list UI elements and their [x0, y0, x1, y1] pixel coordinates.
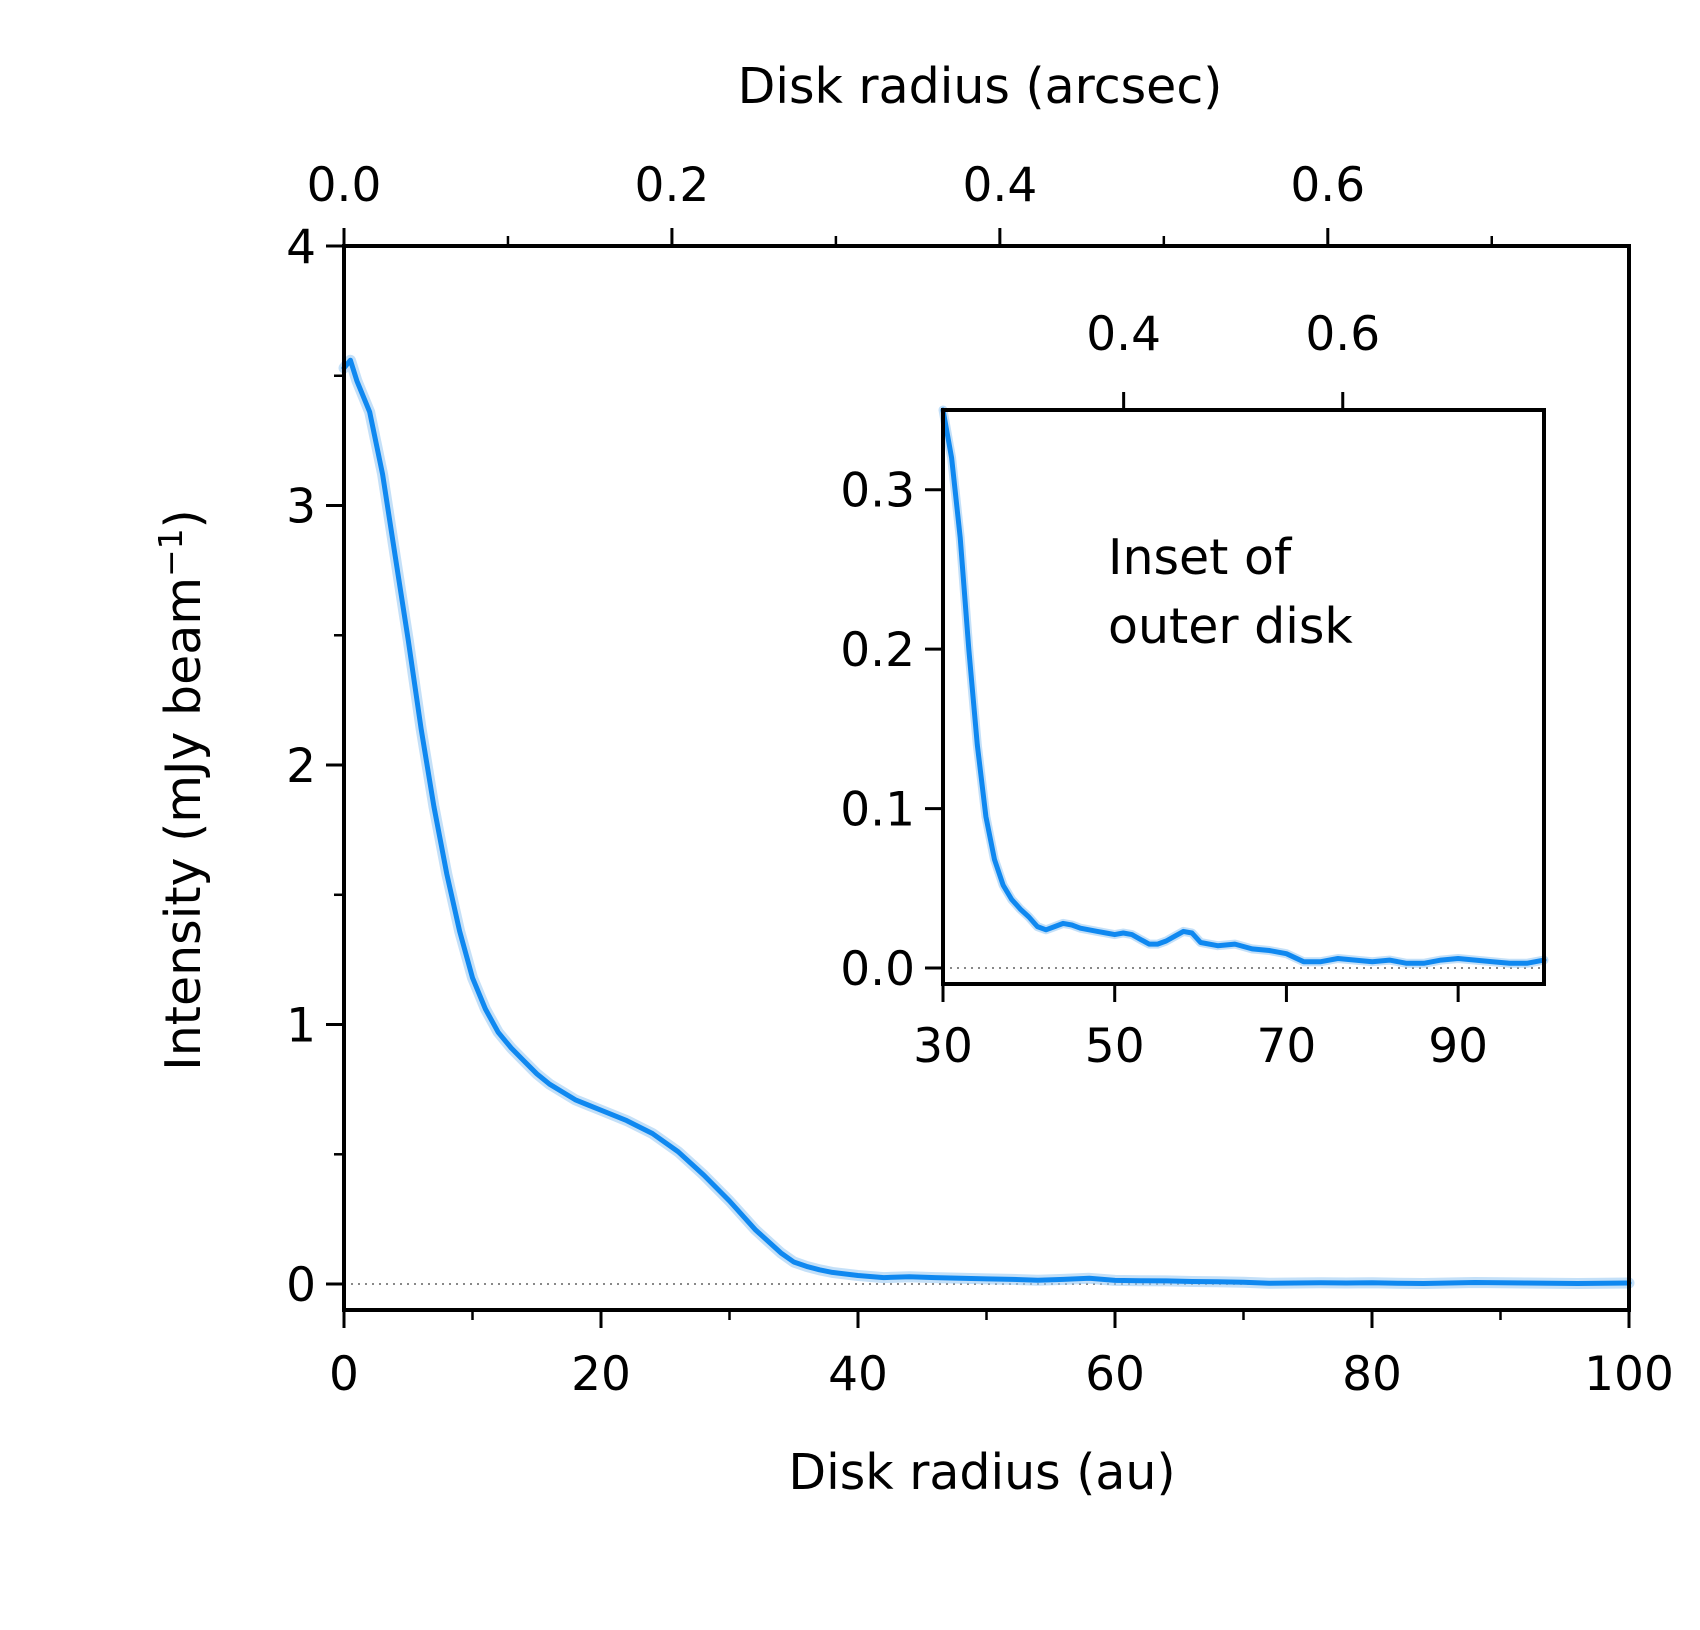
inset-y-tick-label: 0.2 [840, 623, 915, 678]
y-tick-label: 3 [286, 480, 316, 535]
x-axis-title: Disk radius (au) [788, 1444, 1175, 1501]
top-axis-title: Disk radius (arcsec) [738, 58, 1223, 115]
inset-x-tick-label: 70 [1257, 1019, 1317, 1074]
main-plot: 0 20 40 60 80 100 0 1 2 3 4 0.0 0.2 0.4 0.6 [286, 158, 1674, 1402]
series-0-line [341, 357, 1632, 1286]
x-tick-label: 60 [1085, 1347, 1145, 1402]
y-tick-label: 2 [286, 739, 316, 794]
inset-series-0-line [940, 407, 1547, 966]
inset-plot-frame [941, 408, 1546, 986]
inset-annotation-line-2: outer disk [1108, 598, 1353, 655]
top-tick-label: 0.4 [962, 158, 1037, 213]
inset-y-tick-label: 0.0 [840, 942, 915, 997]
x-tick-label: 20 [571, 1347, 631, 1402]
top-tick-label: 0.6 [1290, 158, 1365, 213]
y-axis-title-close: ) [155, 509, 212, 528]
inset-x-tick-label: 30 [913, 1019, 973, 1074]
x-tick-label: 100 [1584, 1347, 1674, 1402]
y-tick-label: 4 [286, 220, 316, 275]
inset-annotation-line-1: Inset of [1108, 529, 1293, 586]
inset-x-tick-label: 90 [1428, 1019, 1488, 1074]
y-axis-title-superscript: −1 [151, 528, 190, 577]
y-axis-title-text: Intensity (mJy beam [155, 577, 212, 1071]
x-tick-label: 0 [329, 1347, 359, 1402]
y-axis-title: Intensity (mJy beam−1) [151, 509, 212, 1071]
inset-plot: 30 50 70 90 0.0 0.1 0.2 0.3 0.4 0.6 [840, 307, 1549, 1074]
x-tick-label: 40 [828, 1347, 888, 1402]
top-tick-label: 0.2 [635, 158, 710, 213]
x-tick-label: 80 [1342, 1347, 1402, 1402]
inset-series-0-uncertainty-band [938, 405, 1549, 968]
plot-frame [342, 244, 1631, 1312]
y-tick-label: 0 [286, 1258, 316, 1313]
inset-y-tick-label: 0.3 [840, 464, 915, 519]
inset-top-tick-label: 0.6 [1305, 307, 1380, 362]
inset-x-tick-label: 50 [1085, 1019, 1145, 1074]
inset-y-tick-label: 0.1 [840, 783, 915, 838]
y-tick-label: 1 [286, 999, 316, 1054]
top-tick-label: 0.0 [307, 158, 382, 213]
inset-top-tick-label: 0.4 [1086, 307, 1161, 362]
